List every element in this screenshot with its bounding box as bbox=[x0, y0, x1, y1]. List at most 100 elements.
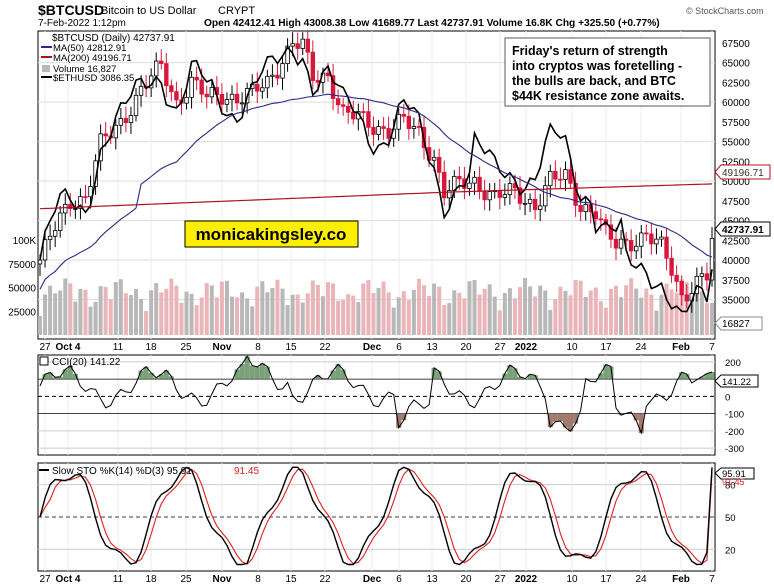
ma200-tag-text: 49196.71 bbox=[722, 168, 764, 179]
price-candle bbox=[351, 111, 356, 120]
cci-overbought-fill bbox=[143, 366, 149, 380]
price-candle bbox=[538, 205, 543, 211]
price-candle bbox=[436, 156, 442, 173]
price-candle bbox=[83, 196, 88, 198]
cci-tick-label: -300 bbox=[725, 444, 744, 455]
sto-d-line bbox=[39, 468, 713, 565]
x-tick-label: 27 bbox=[494, 574, 506, 585]
x-tick-label: 6 bbox=[396, 342, 402, 353]
price-candle bbox=[189, 76, 194, 98]
price-candle bbox=[194, 76, 199, 81]
x-tick-label: Feb bbox=[672, 342, 690, 353]
price-candle bbox=[472, 176, 477, 184]
volume-bar bbox=[492, 296, 497, 335]
last-price-tag: 42737.91 bbox=[714, 221, 771, 237]
cci-oversold-fill bbox=[638, 413, 644, 434]
price-legend: $BTCUSD (Daily) 42737.91 MA(50) 42812.91… bbox=[39, 32, 175, 84]
volume-bar bbox=[63, 278, 68, 335]
cci-legend: CCI(20) 141.22 bbox=[39, 356, 121, 368]
volume-bar bbox=[154, 283, 159, 335]
volume-bar bbox=[189, 293, 194, 335]
volume-bar bbox=[331, 283, 336, 335]
cci-overbought-fill bbox=[502, 373, 508, 380]
x-tick-label: 2022 bbox=[515, 342, 538, 353]
volume-bar bbox=[381, 281, 386, 335]
cci-overbought-fill bbox=[608, 366, 614, 380]
price-candle bbox=[42, 239, 48, 261]
x-tick-label: 20 bbox=[460, 574, 472, 585]
cci-overbought-fill bbox=[148, 372, 154, 380]
price-candle bbox=[325, 72, 331, 77]
price-candle bbox=[260, 87, 265, 92]
volume-bar bbox=[204, 282, 209, 335]
x-tick-label: 7 bbox=[709, 574, 715, 585]
price-candle bbox=[123, 118, 129, 124]
volume-bar bbox=[320, 296, 325, 335]
volume-bar bbox=[285, 305, 290, 335]
price-candles bbox=[37, 29, 715, 313]
price-candle bbox=[704, 273, 710, 281]
axis-labels: 3500040000450005000055000600006500067500… bbox=[8, 39, 750, 585]
cci-oversold-fill bbox=[547, 413, 553, 428]
cci-overbought-fill bbox=[512, 368, 518, 380]
cci-overbought-fill bbox=[138, 370, 144, 380]
volume-bar bbox=[371, 292, 376, 335]
price-candle bbox=[406, 115, 412, 129]
cci-overbought-fill bbox=[234, 369, 240, 380]
volume-bar bbox=[179, 303, 184, 335]
volume-bar bbox=[427, 295, 432, 335]
volume-bar bbox=[43, 294, 48, 335]
cci-oversold-fill bbox=[562, 413, 568, 428]
volume-bar bbox=[659, 294, 664, 335]
price-candle bbox=[411, 126, 417, 129]
price-candle bbox=[447, 190, 452, 199]
cci-overbought-fill bbox=[52, 377, 58, 380]
x-tick-label: 27 bbox=[494, 342, 506, 353]
cci-overbought-fill bbox=[709, 372, 715, 380]
x-tick-label: Dec bbox=[363, 342, 382, 353]
volume-bar bbox=[528, 286, 533, 335]
price-candle bbox=[532, 198, 538, 211]
price-candle bbox=[184, 96, 189, 104]
price-candle bbox=[239, 102, 245, 105]
x-tick-label: 24 bbox=[635, 342, 647, 353]
volume-bar bbox=[356, 302, 361, 335]
price-candle bbox=[290, 43, 295, 47]
volume-bar bbox=[310, 280, 315, 335]
price-candle bbox=[543, 185, 548, 207]
x-tick-label: 13 bbox=[426, 342, 438, 353]
price-candle bbox=[63, 203, 68, 214]
price-candle bbox=[209, 87, 214, 98]
volume-bar bbox=[118, 279, 123, 335]
volume-tick-label: 75000 bbox=[8, 260, 36, 271]
volume-bar bbox=[240, 292, 245, 335]
cci-overbought-fill bbox=[239, 363, 245, 380]
cci-overbought-fill bbox=[704, 373, 710, 380]
price-candle bbox=[553, 170, 558, 180]
price-tick-label: 47500 bbox=[722, 197, 750, 208]
cci-tick-label: -200 bbox=[725, 427, 744, 438]
cci-oversold-fill bbox=[573, 413, 579, 424]
cci-overbought-fill bbox=[249, 365, 255, 380]
volume-bar bbox=[98, 286, 103, 335]
x-tick-label: 18 bbox=[145, 574, 157, 585]
volume-bar bbox=[664, 283, 669, 335]
volume-bar bbox=[639, 297, 644, 335]
volume-bar bbox=[649, 294, 654, 335]
price-candle bbox=[669, 257, 674, 276]
exchange-label: CRYPT bbox=[218, 5, 255, 17]
x-tick-label: Oct 4 bbox=[55, 574, 80, 585]
volume-bar bbox=[411, 289, 416, 335]
price-candle bbox=[699, 273, 705, 277]
volume-bar bbox=[103, 286, 108, 335]
x-tick-label: 8 bbox=[255, 574, 261, 585]
price-tick-label: 37500 bbox=[722, 276, 750, 287]
volume-bar bbox=[326, 282, 330, 335]
price-candle bbox=[644, 232, 649, 235]
price-tick-label: 60000 bbox=[722, 98, 750, 109]
price-candle bbox=[674, 274, 679, 282]
price-candle bbox=[467, 182, 472, 189]
volume-bar bbox=[341, 300, 346, 335]
sto-title-k: Slow STO %K(14) %D(3) 95.91, bbox=[52, 466, 195, 477]
